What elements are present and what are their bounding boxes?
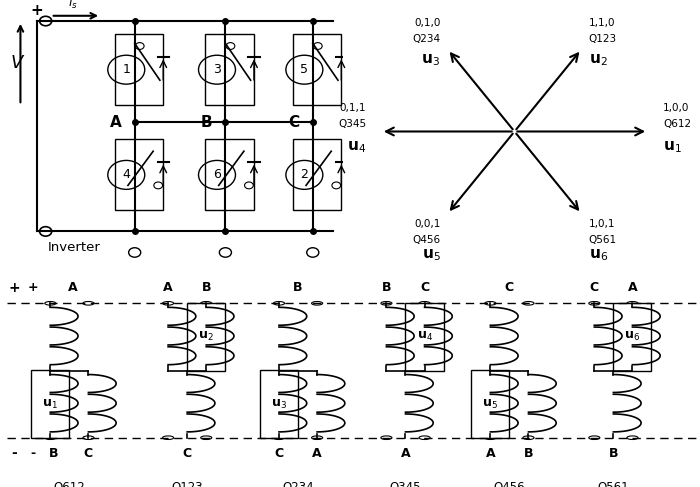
Bar [405,303,444,371]
Text: Q123: Q123 [589,34,617,44]
Text: B: B [202,281,211,294]
Bar [32,370,69,438]
Text: $i_s$: $i_s$ [68,0,78,11]
Bar [115,139,163,210]
Text: $\mathbf{u}_5$: $\mathbf{u}_5$ [482,397,498,411]
Text: 2: 2 [300,169,308,181]
Text: C: C [288,115,300,130]
Text: B: B [201,115,213,130]
Text: $\mathbf{u}_1$: $\mathbf{u}_1$ [663,139,682,155]
Text: $\mathbf{u}_3$: $\mathbf{u}_3$ [421,52,440,68]
Text: 1,0,1: 1,0,1 [589,219,615,229]
Text: $\mathbf{u}_2$: $\mathbf{u}_2$ [198,330,214,343]
Bar [471,370,510,438]
Text: +: + [31,3,43,18]
Text: -: - [11,447,17,460]
Text: $\mathbf{u}_2$: $\mathbf{u}_2$ [589,52,608,68]
Text: 0,1,1: 0,1,1 [340,103,366,113]
Text: $\mathbf{u}_6$: $\mathbf{u}_6$ [589,248,608,263]
Text: A: A [400,447,410,460]
Text: $\mathbf{u}_6$: $\mathbf{u}_6$ [624,330,640,343]
Text: A: A [163,281,173,294]
Text: 1,0,0: 1,0,0 [663,103,690,113]
Text: 6: 6 [213,169,221,181]
Text: +: + [8,281,20,295]
Text: C: C [183,447,192,460]
Text: Inverter: Inverter [48,241,101,254]
Bar [613,303,652,371]
Text: B: B [293,281,303,294]
Bar [205,139,254,210]
Text: B: B [382,281,391,294]
Text: $V$: $V$ [10,54,26,72]
Text: A: A [68,281,78,294]
Text: $\mathbf{u}_3$: $\mathbf{u}_3$ [271,397,287,411]
Text: 4: 4 [122,169,130,181]
Text: Q234: Q234 [412,34,440,44]
Bar [187,303,225,371]
Text: $\mathbf{u}_4$: $\mathbf{u}_4$ [347,139,366,155]
Bar [293,139,342,210]
Text: Q123: Q123 [172,481,203,487]
Text: $\mathbf{u}_4$: $\mathbf{u}_4$ [416,330,433,343]
Text: A: A [628,281,637,294]
Text: Q456: Q456 [494,481,525,487]
Text: Q456: Q456 [412,235,440,245]
Text: Q345: Q345 [338,119,366,129]
Text: C: C [505,281,514,294]
Text: 1,1,0: 1,1,0 [589,18,615,28]
Text: B: B [524,447,533,460]
Text: $\mathbf{u}_1$: $\mathbf{u}_1$ [43,397,58,411]
Bar [293,34,342,105]
Bar [205,34,254,105]
Text: Q612: Q612 [663,119,691,129]
Text: Q345: Q345 [390,481,421,487]
Text: 0,1,0: 0,1,0 [414,18,440,28]
Text: A: A [312,447,322,460]
Text: A: A [111,115,122,130]
Text: Q612: Q612 [53,481,85,487]
Text: B: B [608,447,618,460]
Text: 1: 1 [122,63,130,76]
Text: Q561: Q561 [598,481,629,487]
Text: Q561: Q561 [589,235,617,245]
Text: C: C [84,447,93,460]
Text: 3: 3 [213,63,221,76]
Text: C: C [590,281,599,294]
Text: -: - [30,447,36,460]
Text: Q234: Q234 [282,481,314,487]
Text: B: B [49,447,59,460]
Text: +: + [28,281,38,294]
Text: $\mathbf{u}_5$: $\mathbf{u}_5$ [421,248,440,263]
Text: C: C [420,281,429,294]
Text: C: C [274,447,284,460]
Text: 0,0,1: 0,0,1 [414,219,440,229]
Text: A: A [486,447,495,460]
Text: 5: 5 [300,63,309,76]
Bar [115,34,163,105]
Bar [260,370,298,438]
